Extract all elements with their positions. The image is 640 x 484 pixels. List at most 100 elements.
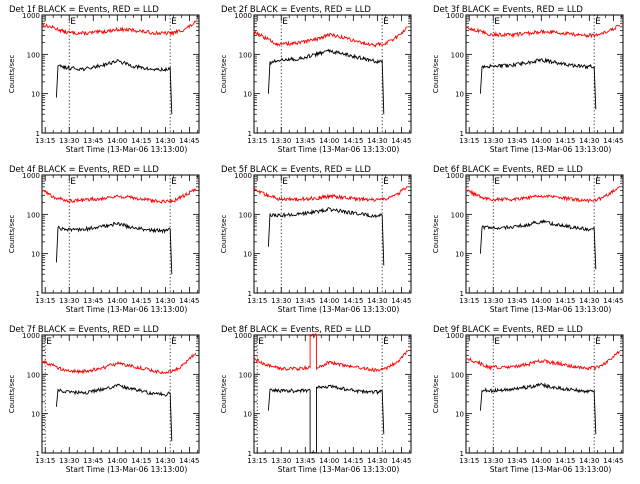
panel-title: Det 7f BLACK = Events, RED = LLD (9, 325, 159, 335)
x-tick-label: 14:30 (155, 457, 175, 465)
x-tick-label: 13:15 (459, 457, 479, 465)
lld-series-line (41, 352, 197, 375)
events-series-line (267, 207, 385, 266)
x-tick-label: 14:15 (555, 297, 575, 305)
x-tick-label: 14:00 (107, 137, 127, 145)
y-tick-label: 100 (27, 51, 40, 59)
event-marker-label: E (171, 17, 177, 27)
plot-frame (465, 334, 624, 454)
x-tick-label: 14:45 (179, 457, 199, 465)
x-tick-label: 14:15 (555, 457, 575, 465)
x-tick-label: 14:45 (391, 457, 411, 465)
plot-frame (253, 174, 412, 294)
y-tick-label: 10 (31, 251, 40, 259)
events-series-line (55, 59, 173, 115)
panel-title: Det 3f BLACK = Events, RED = LLD (433, 5, 583, 15)
events-series-line (55, 222, 173, 275)
y-tick-label: 10 (243, 411, 252, 419)
y-tick-label: 1 (248, 290, 252, 298)
x-tick-label: 14:00 (319, 297, 339, 305)
y-tick-label: 1000 (234, 172, 252, 180)
x-tick-label: 14:00 (319, 457, 339, 465)
x-tick-label: 13:15 (459, 297, 479, 305)
panel-title: Det 1f BLACK = Events, RED = LLD (9, 5, 159, 15)
x-tick-label: 13:30 (271, 297, 291, 305)
x-tick-label: 13:45 (507, 137, 527, 145)
detector-panel: Det 8f BLACK = Events, RED = LLD Counts/s… (220, 325, 412, 474)
y-tick-label: 100 (27, 371, 40, 379)
x-tick-label: 14:15 (131, 137, 151, 145)
y-tick-label: 10 (31, 91, 40, 99)
detector-panel: Det 2f BLACK = Events, RED = LLD Counts/s… (220, 5, 412, 154)
panel-title: Det 2f BLACK = Events, RED = LLD (221, 5, 371, 15)
x-tick-label: 14:00 (107, 457, 127, 465)
x-tick-label: 14:45 (179, 297, 199, 305)
x-tick-label: 13:30 (271, 457, 291, 465)
y-axis-label: Counts/sec (8, 55, 16, 94)
x-tick-label: 14:30 (579, 137, 599, 145)
x-tick-label: 13:30 (59, 297, 79, 305)
y-tick-label: 100 (451, 211, 464, 219)
y-tick-label: 10 (455, 251, 464, 259)
x-tick-label: 13:30 (59, 137, 79, 145)
x-tick-label: 13:45 (295, 297, 315, 305)
panel-title: Det 4f BLACK = Events, RED = LLD (9, 165, 159, 175)
x-tick-label: 14:45 (603, 457, 623, 465)
event-marker-label: E (282, 17, 288, 27)
y-tick-label: 100 (239, 371, 252, 379)
x-tick-label: 14:00 (531, 457, 551, 465)
x-tick-label: 14:45 (391, 137, 411, 145)
x-tick-label: 14:15 (131, 297, 151, 305)
y-tick-label: 1000 (22, 332, 40, 340)
plot-frame (253, 334, 412, 454)
plot-frame (465, 14, 624, 134)
y-tick-label: 1000 (446, 332, 464, 340)
y-axis-label: Counts/sec (220, 215, 228, 254)
y-tick-label: 1000 (446, 12, 464, 20)
x-tick-label: 14:15 (343, 457, 363, 465)
y-tick-label: 1 (460, 130, 464, 138)
y-tick-label: 10 (243, 91, 252, 99)
x-axis-label: Start Time (13-Mar-06 13:13:00) (66, 465, 188, 474)
detector-panel: Det 5f BLACK = Events, RED = LLD Counts/s… (220, 165, 412, 314)
x-tick-label: 13:30 (59, 457, 79, 465)
lld-series-line (253, 185, 408, 203)
detector-panel: Det 6f BLACK = Events, RED = LLD Counts/s… (432, 165, 624, 314)
y-axis-label: Counts/sec (220, 55, 228, 94)
y-tick-label: 1 (248, 450, 252, 458)
panel-title: Det 9f BLACK = Events, RED = LLD (433, 325, 583, 335)
x-tick-label: 13:30 (483, 297, 503, 305)
x-tick-label: 14:30 (155, 297, 175, 305)
x-tick-label: 14:30 (367, 137, 387, 145)
y-axis-label: Counts/sec (432, 55, 440, 94)
detector-panel: Det 1f BLACK = Events, RED = LLD Counts/s… (8, 5, 200, 154)
x-tick-label: 14:30 (367, 457, 387, 465)
y-tick-label: 10 (243, 251, 252, 259)
x-tick-label: 14:15 (131, 457, 151, 465)
x-axis-label: Start Time (13-Mar-06 13:13:00) (490, 465, 612, 474)
x-axis-label: Start Time (13-Mar-06 13:13:00) (66, 305, 188, 314)
x-tick-label: 14:30 (155, 137, 175, 145)
x-tick-label: 13:45 (83, 457, 103, 465)
y-tick-label: 100 (27, 211, 40, 219)
plot-frame (41, 334, 200, 454)
x-tick-label: 14:45 (603, 297, 623, 305)
lld-series-line (465, 350, 621, 371)
y-tick-label: 10 (455, 91, 464, 99)
lld-series-line (465, 24, 621, 39)
y-tick-label: 100 (451, 371, 464, 379)
x-tick-label: 13:30 (483, 137, 503, 145)
x-tick-label: 13:30 (271, 137, 291, 145)
plot-frame (253, 14, 412, 134)
x-axis-label: Start Time (13-Mar-06 13:13:00) (278, 305, 400, 314)
x-tick-label: 14:45 (603, 137, 623, 145)
events-series-line (267, 48, 385, 115)
events-series-line (267, 384, 385, 454)
y-axis-label: Counts/sec (8, 215, 16, 254)
x-axis-label: Start Time (13-Mar-06 13:13:00) (490, 305, 612, 314)
event-marker-label: E (595, 17, 601, 27)
x-tick-label: 13:45 (507, 457, 527, 465)
y-tick-label: 10 (455, 411, 464, 419)
plot-frame (41, 174, 200, 294)
